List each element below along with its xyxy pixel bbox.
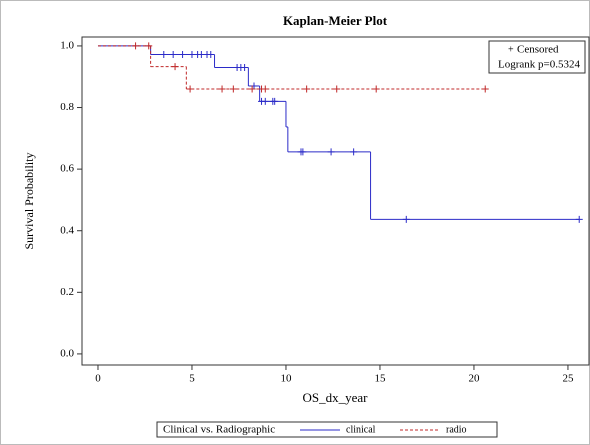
censor-mark [372, 85, 380, 93]
plot-frame [81, 36, 590, 366]
legend-title: Clinical vs. Radiographic [163, 424, 275, 436]
censor-mark [481, 85, 489, 93]
censor-mark [179, 51, 187, 59]
censor-mark [299, 148, 307, 156]
y-tick-label: 0.8 [60, 101, 74, 113]
x-axis-label: OS_dx_year [303, 390, 369, 405]
legend-label: radio [446, 424, 467, 435]
censor-mark [575, 215, 583, 223]
censor-mark [241, 63, 249, 71]
censor-mark [186, 85, 194, 93]
censor-mark [333, 85, 341, 93]
censor-mark [271, 97, 279, 105]
y-tick-label: 1.0 [60, 39, 74, 51]
x-tick-label: 15 [374, 373, 386, 385]
x-tick-label: 25 [562, 373, 574, 385]
censor-mark [145, 42, 153, 50]
x-tick-label: 10 [280, 373, 292, 385]
censor-mark [169, 51, 177, 59]
censor-mark [261, 97, 269, 105]
y-tick-label: 0.6 [60, 163, 74, 175]
legend-label: clinical [346, 424, 376, 435]
censor-mark [327, 148, 335, 156]
x-tick-label: 5 [189, 373, 195, 385]
y-tick-label: 0.4 [60, 224, 74, 236]
censor-mark [261, 85, 269, 93]
x-tick-label: 0 [95, 373, 101, 385]
y-tick-label: 0.0 [60, 347, 74, 359]
x-tick-label: 20 [468, 373, 480, 385]
censor-mark [132, 42, 140, 50]
y-tick-label: 0.2 [60, 286, 74, 298]
censor-mark [350, 148, 358, 156]
chart-title: Kaplan-Meier Plot [283, 13, 388, 28]
censor-mark [218, 85, 226, 93]
inset-box [488, 40, 586, 74]
censor-mark [207, 51, 215, 59]
censor-mark [229, 85, 237, 93]
censor-mark [303, 85, 311, 93]
inset-censored: Censored [517, 44, 559, 56]
censor-mark [248, 85, 256, 93]
inset-logrank: Logrank p=0.5324 [498, 59, 580, 71]
censor-mark [402, 215, 410, 223]
inset-plus: + [508, 44, 514, 55]
censor-mark [160, 51, 168, 59]
y-axis-label: Survival Probability [22, 153, 36, 250]
censor-mark [171, 63, 179, 71]
